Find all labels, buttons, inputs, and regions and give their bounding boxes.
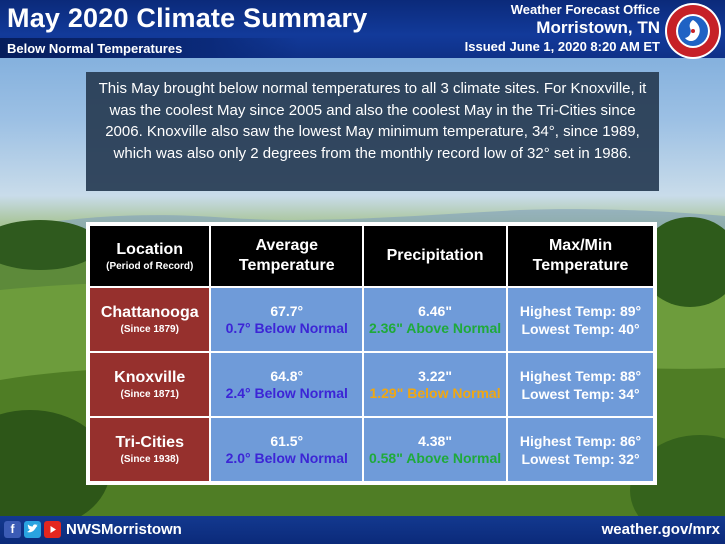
location-name: Chattanooga (100, 303, 199, 321)
office-info: Weather Forecast Office Morristown, TN I… (465, 2, 660, 56)
maxmin-cell: Highest Temp: 88° Lowest Temp: 34° (506, 351, 655, 418)
youtube-play-glyph (50, 526, 56, 533)
highest-temp: Highest Temp: 89° (519, 302, 642, 319)
avg-temp-value: 64.8° (270, 367, 304, 384)
maxmin-cell: Highest Temp: 86° Lowest Temp: 32° (506, 416, 655, 483)
lowest-temp: Lowest Temp: 32° (521, 450, 640, 467)
header-location: Location (Period of Record) (87, 224, 212, 288)
footer-bar: f NWSMorristown weather.gov/mrx (0, 516, 725, 544)
highest-temp: Highest Temp: 86° (519, 432, 642, 449)
social-icons: f (4, 521, 61, 539)
social-handle[interactable]: NWSMorristown (66, 521, 182, 538)
avg-temp-cell: 61.5° 2.0° Below Normal (209, 416, 365, 483)
avg-temp-departure: 2.4° Below Normal (225, 384, 348, 401)
table-header-row: Location (Period of Record) Average Temp… (87, 224, 655, 288)
table-row: Chattanooga (Since 1879) 67.7° 0.7° Belo… (87, 286, 655, 353)
location-name: Tri-Cities (115, 433, 184, 451)
lowest-temp: Lowest Temp: 34° (521, 385, 640, 402)
location-cell: Knoxville (Since 1871) (87, 351, 212, 418)
location-name: Knoxville (114, 368, 186, 386)
precip-cell: 4.38" 0.58" Above Normal (362, 416, 509, 483)
header-avg-temp-label: Average Temperature (238, 237, 335, 274)
precip-value: 3.22" (418, 367, 452, 384)
avg-temp-cell: 64.8° 2.4° Below Normal (209, 351, 365, 418)
precip-value: 6.46" (418, 302, 452, 319)
header-location-sub: (Period of Record) (106, 260, 194, 272)
climate-table: Location (Period of Record) Average Temp… (86, 222, 657, 485)
header-precip: Precipitation (362, 224, 509, 288)
page-title: May 2020 Climate Summary (7, 3, 368, 33)
location-since: (Since 1871) (120, 388, 179, 400)
lowest-temp: Lowest Temp: 40° (521, 320, 640, 337)
avg-temp-departure: 0.7° Below Normal (225, 319, 348, 336)
highest-temp: Highest Temp: 88° (519, 367, 642, 384)
twitter-bird-glyph (27, 524, 38, 533)
issued-time: Issued June 1, 2020 8:20 AM ET (464, 39, 660, 54)
summary-box: This May brought below normal temperatur… (86, 72, 659, 191)
avg-temp-departure: 2.0° Below Normal (225, 449, 348, 466)
avg-temp-cell: 67.7° 0.7° Below Normal (209, 286, 365, 353)
precip-value: 4.38" (418, 432, 452, 449)
nws-logo-icon (665, 3, 721, 59)
office-city: Morristown, TN (536, 18, 660, 37)
header-location-label: Location (116, 240, 184, 258)
location-cell: Tri-Cities (Since 1938) (87, 416, 212, 483)
header-maxmin-label: Max/Min Temperature (532, 237, 629, 274)
header-avg-temp: Average Temperature (209, 224, 365, 288)
page-subtitle: Below Normal Temperatures (7, 41, 183, 56)
precip-departure: 2.36" Above Normal (368, 319, 502, 336)
subtitle-bar (0, 38, 300, 58)
precip-cell: 6.46" 2.36" Above Normal (362, 286, 509, 353)
twitter-icon[interactable] (24, 521, 41, 538)
table-row: Knoxville (Since 1871) 64.8° 2.4° Below … (87, 351, 655, 418)
location-since: (Since 1938) (120, 453, 179, 465)
precip-departure: 1.29" Below Normal (369, 384, 501, 401)
facebook-icon[interactable]: f (4, 521, 21, 538)
precip-cell: 3.22" 1.29" Below Normal (362, 351, 509, 418)
header-precip-label: Precipitation (386, 247, 484, 264)
youtube-icon[interactable] (44, 521, 61, 538)
avg-temp-value: 61.5° (270, 432, 304, 449)
maxmin-cell: Highest Temp: 89° Lowest Temp: 40° (506, 286, 655, 353)
location-cell: Chattanooga (Since 1879) (87, 286, 212, 353)
avg-temp-value: 67.7° (270, 302, 304, 319)
precip-departure: 0.58" Above Normal (368, 449, 502, 466)
table-row: Tri-Cities (Since 1938) 61.5° 2.0° Below… (87, 416, 655, 483)
website-link[interactable]: weather.gov/mrx (601, 521, 720, 538)
office-name: Weather Forecast Office (510, 2, 660, 17)
location-since: (Since 1879) (120, 323, 179, 335)
header-maxmin: Max/Min Temperature (506, 224, 655, 288)
